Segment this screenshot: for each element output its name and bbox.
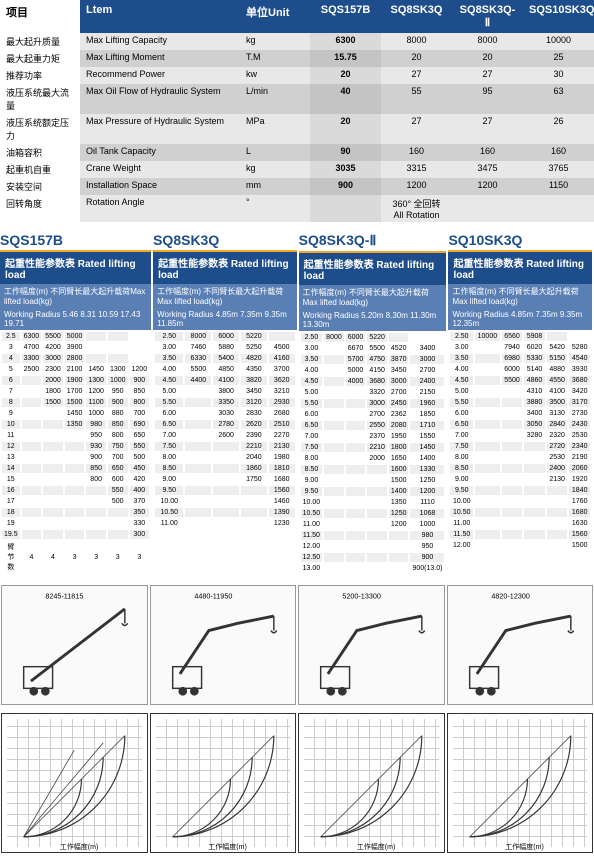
spec-row: 起重机自重Crane Weightkg3035331534753765 — [0, 161, 594, 178]
load-table: 2.508000600052203.0074605880525045003.50… — [153, 330, 297, 530]
crane-diagram-1: 8245-11815 — [1, 585, 148, 705]
model-column: SQ8SK3Q起重性能参数表 Rated lifting load工作幅度(m)… — [153, 230, 297, 575]
load-table: 2.56300550050003470042003900433003000280… — [0, 330, 151, 575]
spec-row: 安装空间Installation Spacemm900120012001150 — [0, 178, 594, 195]
spec-row: 液压系统最大流量Max Oil Flow of Hydraulic System… — [0, 84, 594, 114]
hdr-col3: 单位Unit — [240, 0, 310, 33]
svg-text:4480-11950: 4480-11950 — [194, 592, 232, 601]
model-sub: 起重性能参数表 Rated lifting load — [448, 252, 592, 284]
spec-header: 项目 Ltem 单位Unit SQS157B SQ8SK3Q SQ8SK3Q-Ⅱ… — [0, 0, 594, 33]
crane-diagram-3: 5200-13300 — [298, 585, 445, 705]
range-chart-3: 工作幅度(m) — [298, 713, 445, 853]
svg-text:4820-12300: 4820-12300 — [491, 592, 530, 601]
range-chart-2: 工作幅度(m) — [150, 713, 297, 853]
model-sub: 起重性能参数表 Rated lifting load — [153, 252, 297, 284]
crane-diagrams: 8245-11815 4480-11950 5200-13300 4820-12… — [0, 585, 594, 705]
spec-row: 回转角度Rotation Angle°360° 全回转 All Rotation — [0, 195, 594, 222]
chart-xlabel: 工作幅度(m) — [505, 842, 544, 852]
model-col-hdr: 工作幅度(m) 不同臂长最大起升载荷Max lifted load(kg) — [448, 284, 592, 308]
chart-xlabel: 工作幅度(m) — [357, 842, 396, 852]
models-section: SQS157B起重性能参数表 Rated lifting load工作幅度(m)… — [0, 230, 594, 575]
model-column: SQS157B起重性能参数表 Rated lifting load工作幅度(m)… — [0, 230, 151, 575]
chart-xlabel: 工作幅度(m) — [208, 842, 247, 852]
hdr-col2: Ltem — [80, 0, 240, 33]
model-col-hdr: 工作幅度(m) 不同臂长最大起升载荷Max lifted load(kg) — [0, 284, 151, 308]
range-chart-4: 工作幅度(m) — [447, 713, 594, 853]
model-cols: Working Radius 5.20m 8.30m 11.30m 13.30m — [299, 309, 447, 331]
chart-xlabel: 工作幅度(m) — [60, 842, 99, 852]
model-name: SQ8SK3Q — [153, 230, 297, 252]
model-name: SQS157B — [0, 230, 151, 252]
range-charts: 工作幅度(m) 工作幅度(m) 工作幅度(m) 工作幅度(m) — [0, 713, 594, 853]
spec-row: 液压系统额定压力Max Pressure of Hydraulic System… — [0, 114, 594, 144]
model-sub: 起重性能参数表 Rated lifting load — [299, 253, 447, 285]
hdr-m1: SQS157B — [310, 0, 381, 33]
model-col-hdr: 工作幅度(m) 不同臂长最大起升载荷Max lifted load(kg) — [153, 284, 297, 308]
crane-diagram-4: 4820-12300 — [447, 585, 594, 705]
load-table: 2.5010000656059083.0079406020542052803.5… — [448, 330, 592, 552]
hdr-m3: SQ8SK3Q-Ⅱ — [452, 0, 523, 33]
model-name: SQ8SK3Q-Ⅱ — [299, 230, 447, 253]
model-col-hdr: 工作幅度(m) 不同臂长最大起升载荷Max lifted load(kg) — [299, 285, 447, 309]
hdr-m4: SQS10SK3Q — [523, 0, 594, 33]
crane-diagram-2: 4480-11950 — [150, 585, 297, 705]
hdr-col1: 项目 — [0, 0, 80, 33]
spec-row: 最大起重力矩Max Lifting MomentT.M15.75202025 — [0, 50, 594, 67]
model-column: SQ8SK3Q-Ⅱ起重性能参数表 Rated lifting load工作幅度(… — [299, 230, 447, 575]
model-column: SQ10SK3Q起重性能参数表 Rated lifting load工作幅度(m… — [448, 230, 592, 575]
spec-row: 最大起升质量Max Lifting Capacitykg630080008000… — [0, 33, 594, 50]
spec-row: 推荐功率Recommend Powerkw20272730 — [0, 67, 594, 84]
range-chart-1: 工作幅度(m) — [1, 713, 148, 853]
model-cols: Working Radius 4.85m 7.35m 9.35m 11.85m — [153, 308, 297, 330]
svg-text:8245-11815: 8245-11815 — [45, 592, 83, 601]
model-cols: Working Radius 5.46 8.31 10.59 17.43 19.… — [0, 308, 151, 330]
model-sub: 起重性能参数表 Rated lifting load — [0, 252, 151, 284]
model-name: SQ10SK3Q — [448, 230, 592, 252]
hdr-m2: SQ8SK3Q — [381, 0, 452, 33]
spec-row: 油箱容积Oil Tank CapacityL90160160160 — [0, 144, 594, 161]
model-cols: Working Radius 4.85m 7.35m 9.35m 12.35m — [448, 308, 592, 330]
spec-table: 最大起升质量Max Lifting Capacitykg630080008000… — [0, 33, 594, 222]
svg-text:5200-13300: 5200-13300 — [342, 592, 381, 601]
load-table: 2.508000600052203.0066705500452034003.50… — [299, 331, 447, 575]
